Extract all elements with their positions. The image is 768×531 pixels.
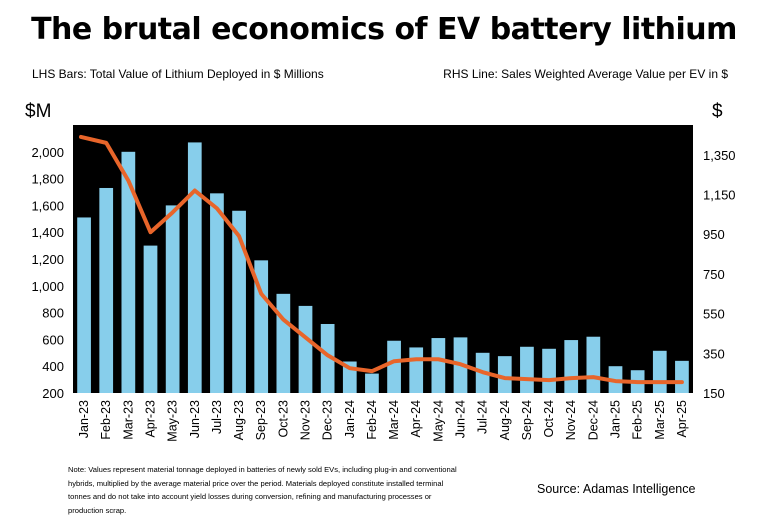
x-tick-label: Oct-23 [276, 400, 290, 438]
x-tick-label: Jul-23 [210, 400, 224, 434]
right-tick-label: 750 [703, 267, 725, 282]
x-tick-label: Mar-25 [653, 400, 667, 440]
left-tick-label: 1,000 [31, 279, 64, 294]
x-tick-label: Apr-23 [144, 400, 158, 438]
bar [365, 373, 379, 393]
bar [99, 187, 114, 393]
bar [652, 350, 667, 393]
x-tick-label: Jul-24 [476, 400, 490, 434]
chart-title: The brutal economics of EV battery lithi… [31, 12, 737, 47]
bar [165, 205, 180, 393]
x-tick-label: Feb-24 [365, 400, 379, 440]
x-tick-label: Apr-25 [675, 400, 689, 438]
right-axis-subtitle: RHS Line: Sales Weighted Average Value p… [443, 67, 728, 81]
x-tick-label: Mar-24 [387, 400, 401, 440]
x-tick-label: Feb-23 [99, 400, 113, 440]
x-tick-label: Sep-24 [520, 400, 534, 440]
x-tick-label: Jan-24 [343, 400, 357, 438]
bar [121, 151, 136, 393]
right-axis-unit: $ [712, 101, 723, 122]
left-axis-subtitle: LHS Bars: Total Value of Lithium Deploye… [32, 67, 324, 81]
bar [210, 193, 224, 393]
bar [520, 346, 534, 393]
bar [298, 305, 313, 393]
left-tick-label: 600 [42, 332, 64, 347]
left-tick-label: 1,200 [31, 252, 64, 267]
left-tick-label: 200 [42, 386, 64, 401]
x-tick-label: Oct-24 [542, 400, 556, 438]
bar [586, 336, 601, 393]
right-tick-label: 1,350 [703, 148, 736, 163]
source-credit: Source: Adamas Intelligence [537, 482, 696, 496]
x-tick-label: Jun-24 [454, 400, 468, 438]
right-tick-label: 550 [703, 307, 725, 322]
left-tick-label: 800 [42, 306, 64, 321]
x-tick-label: May-24 [431, 400, 445, 442]
line-series [79, 134, 684, 385]
x-tick-label: Dec-24 [586, 400, 600, 440]
x-tick-label: May-23 [166, 400, 180, 442]
x-tick-label: Mar-23 [121, 400, 135, 440]
bar [497, 356, 512, 393]
x-tick-label: Nov-24 [564, 400, 578, 440]
bar [387, 340, 401, 393]
left-tick-label: 1,600 [31, 198, 64, 213]
right-tick-label: 150 [703, 386, 725, 401]
bar [320, 323, 335, 393]
right-tick-label: 1,150 [703, 187, 736, 202]
left-tick-label: 1,400 [31, 225, 64, 240]
x-tick-label: Feb-25 [631, 400, 645, 440]
left-tick-label: 2,000 [31, 145, 64, 160]
footnote: Note: Values represent material tonnage … [68, 465, 457, 515]
x-tick-label: Aug-23 [232, 400, 246, 440]
x-tick-label: Jan-23 [77, 400, 91, 438]
bar [232, 210, 246, 393]
x-tick-label: Sep-23 [254, 400, 268, 440]
bar [409, 347, 424, 393]
bar [431, 338, 446, 393]
bar [77, 217, 91, 393]
bar [254, 260, 269, 393]
bar [564, 340, 579, 393]
bar [187, 142, 202, 393]
x-tick-label: Jan-25 [609, 400, 623, 438]
x-tick-label: Jun-23 [188, 400, 202, 438]
left-tick-label: 1,800 [31, 172, 64, 187]
bar [143, 245, 158, 393]
left-tick-label: 400 [42, 359, 64, 374]
x-tick-label: Dec-23 [321, 400, 335, 440]
bar [542, 348, 556, 393]
bar [675, 360, 689, 393]
bar [276, 293, 291, 393]
x-tick-label: Apr-24 [409, 400, 423, 438]
right-tick-label: 950 [703, 227, 725, 242]
x-tick-label: Nov-23 [299, 400, 313, 440]
right-tick-label: 350 [703, 346, 725, 361]
left-axis-unit: $M [25, 101, 52, 122]
x-tick-label: Aug-24 [498, 400, 512, 440]
